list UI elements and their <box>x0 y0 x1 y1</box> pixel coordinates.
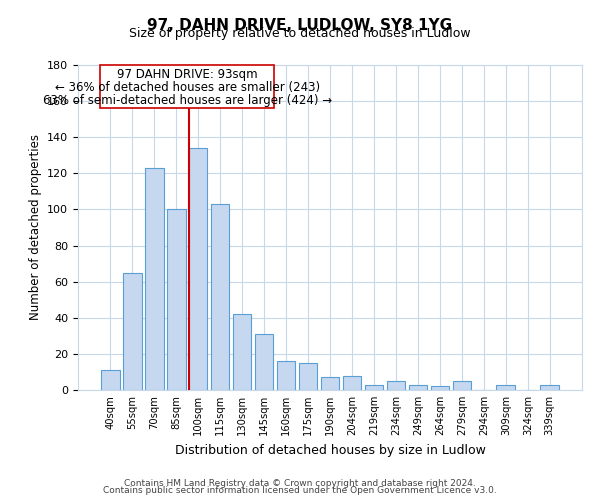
Bar <box>145 168 164 390</box>
Text: Contains HM Land Registry data © Crown copyright and database right 2024.: Contains HM Land Registry data © Crown c… <box>124 478 476 488</box>
Bar <box>277 361 295 390</box>
Text: 97, DAHN DRIVE, LUDLOW, SY8 1YG: 97, DAHN DRIVE, LUDLOW, SY8 1YG <box>148 18 452 32</box>
Y-axis label: Number of detached properties: Number of detached properties <box>29 134 41 320</box>
Bar <box>452 381 471 390</box>
Bar <box>431 386 449 390</box>
Bar <box>123 272 142 390</box>
Bar <box>386 381 405 390</box>
Bar <box>343 376 361 390</box>
Bar <box>409 384 427 390</box>
X-axis label: Distribution of detached houses by size in Ludlow: Distribution of detached houses by size … <box>175 444 485 456</box>
Bar <box>189 148 208 390</box>
Bar <box>299 363 317 390</box>
Bar <box>233 314 251 390</box>
Bar <box>211 204 229 390</box>
Bar <box>365 384 383 390</box>
Bar <box>101 370 119 390</box>
Bar <box>255 334 274 390</box>
FancyBboxPatch shape <box>100 65 274 108</box>
Text: Size of property relative to detached houses in Ludlow: Size of property relative to detached ho… <box>129 28 471 40</box>
Text: 63% of semi-detached houses are larger (424) →: 63% of semi-detached houses are larger (… <box>43 94 332 107</box>
Bar <box>496 384 515 390</box>
Text: 97 DAHN DRIVE: 93sqm: 97 DAHN DRIVE: 93sqm <box>117 68 257 81</box>
Text: ← 36% of detached houses are smaller (243): ← 36% of detached houses are smaller (24… <box>55 81 320 94</box>
Text: Contains public sector information licensed under the Open Government Licence v3: Contains public sector information licen… <box>103 486 497 495</box>
Bar <box>167 210 185 390</box>
Bar <box>320 378 340 390</box>
Bar <box>541 384 559 390</box>
